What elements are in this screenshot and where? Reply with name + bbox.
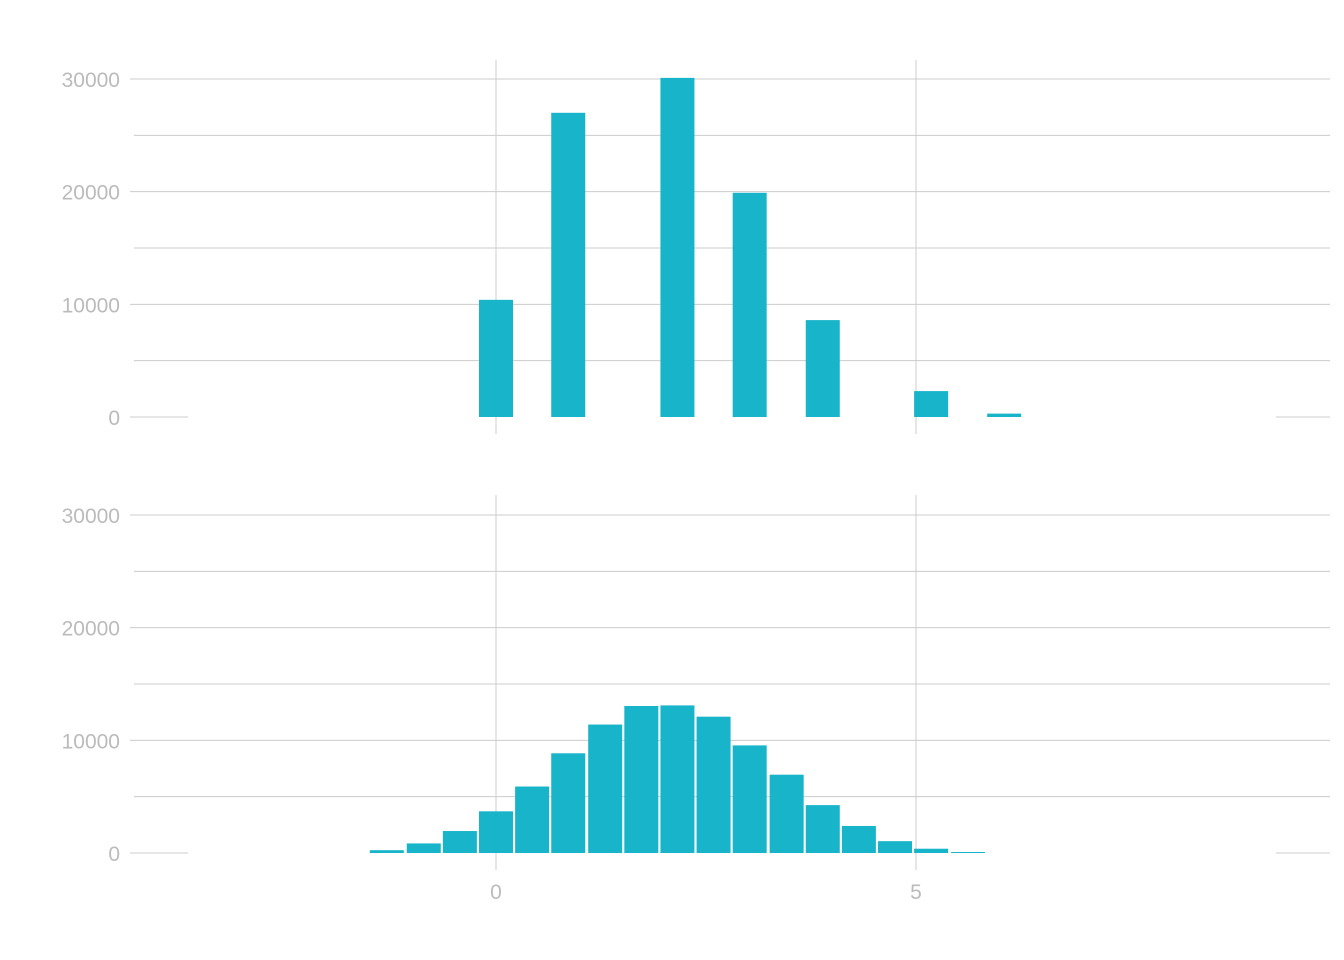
y-tick-label: 20000 <box>62 618 120 641</box>
histogram-bar <box>515 786 550 853</box>
y-tick-label: 10000 <box>62 730 120 753</box>
histogram-bar <box>914 848 949 853</box>
histogram-bar <box>442 831 477 853</box>
histogram-bar <box>805 320 840 417</box>
histogram-bar <box>406 843 441 853</box>
histogram-bar <box>732 192 767 417</box>
histogram-bar <box>769 774 804 853</box>
histogram-panel-2: 0 10000 20000 30000 0 5 <box>62 495 1330 904</box>
histogram-bar <box>914 391 949 417</box>
x-tick-label: 5 <box>910 881 922 904</box>
histogram-bar <box>951 852 986 853</box>
histogram-bar <box>624 705 659 853</box>
x-tick-label: 0 <box>490 881 502 904</box>
histogram-bar <box>551 753 586 853</box>
y-tick-label: 30000 <box>62 505 120 528</box>
y-tick-label: 20000 <box>62 182 120 205</box>
histogram-bar <box>588 724 623 853</box>
histogram-bar <box>805 805 840 853</box>
histogram-bar <box>479 299 513 417</box>
histogram-bar <box>696 716 731 853</box>
y-tick-label: 0 <box>108 407 120 430</box>
histogram-bar <box>479 811 513 853</box>
histogram-bar <box>732 745 767 853</box>
histogram-bar <box>551 112 586 418</box>
histogram-bar <box>987 413 1022 417</box>
histogram-bar <box>660 77 695 417</box>
histogram-panel-1: 0 10000 20000 30000 <box>62 60 1330 434</box>
histogram-bar <box>660 705 695 853</box>
y-tick-label: 10000 <box>62 294 120 317</box>
histogram-bar <box>841 825 876 853</box>
y-tick-label: 0 <box>108 843 120 866</box>
histogram-bar <box>878 841 912 853</box>
histogram-bar <box>369 850 404 853</box>
y-tick-label: 30000 <box>62 69 120 92</box>
